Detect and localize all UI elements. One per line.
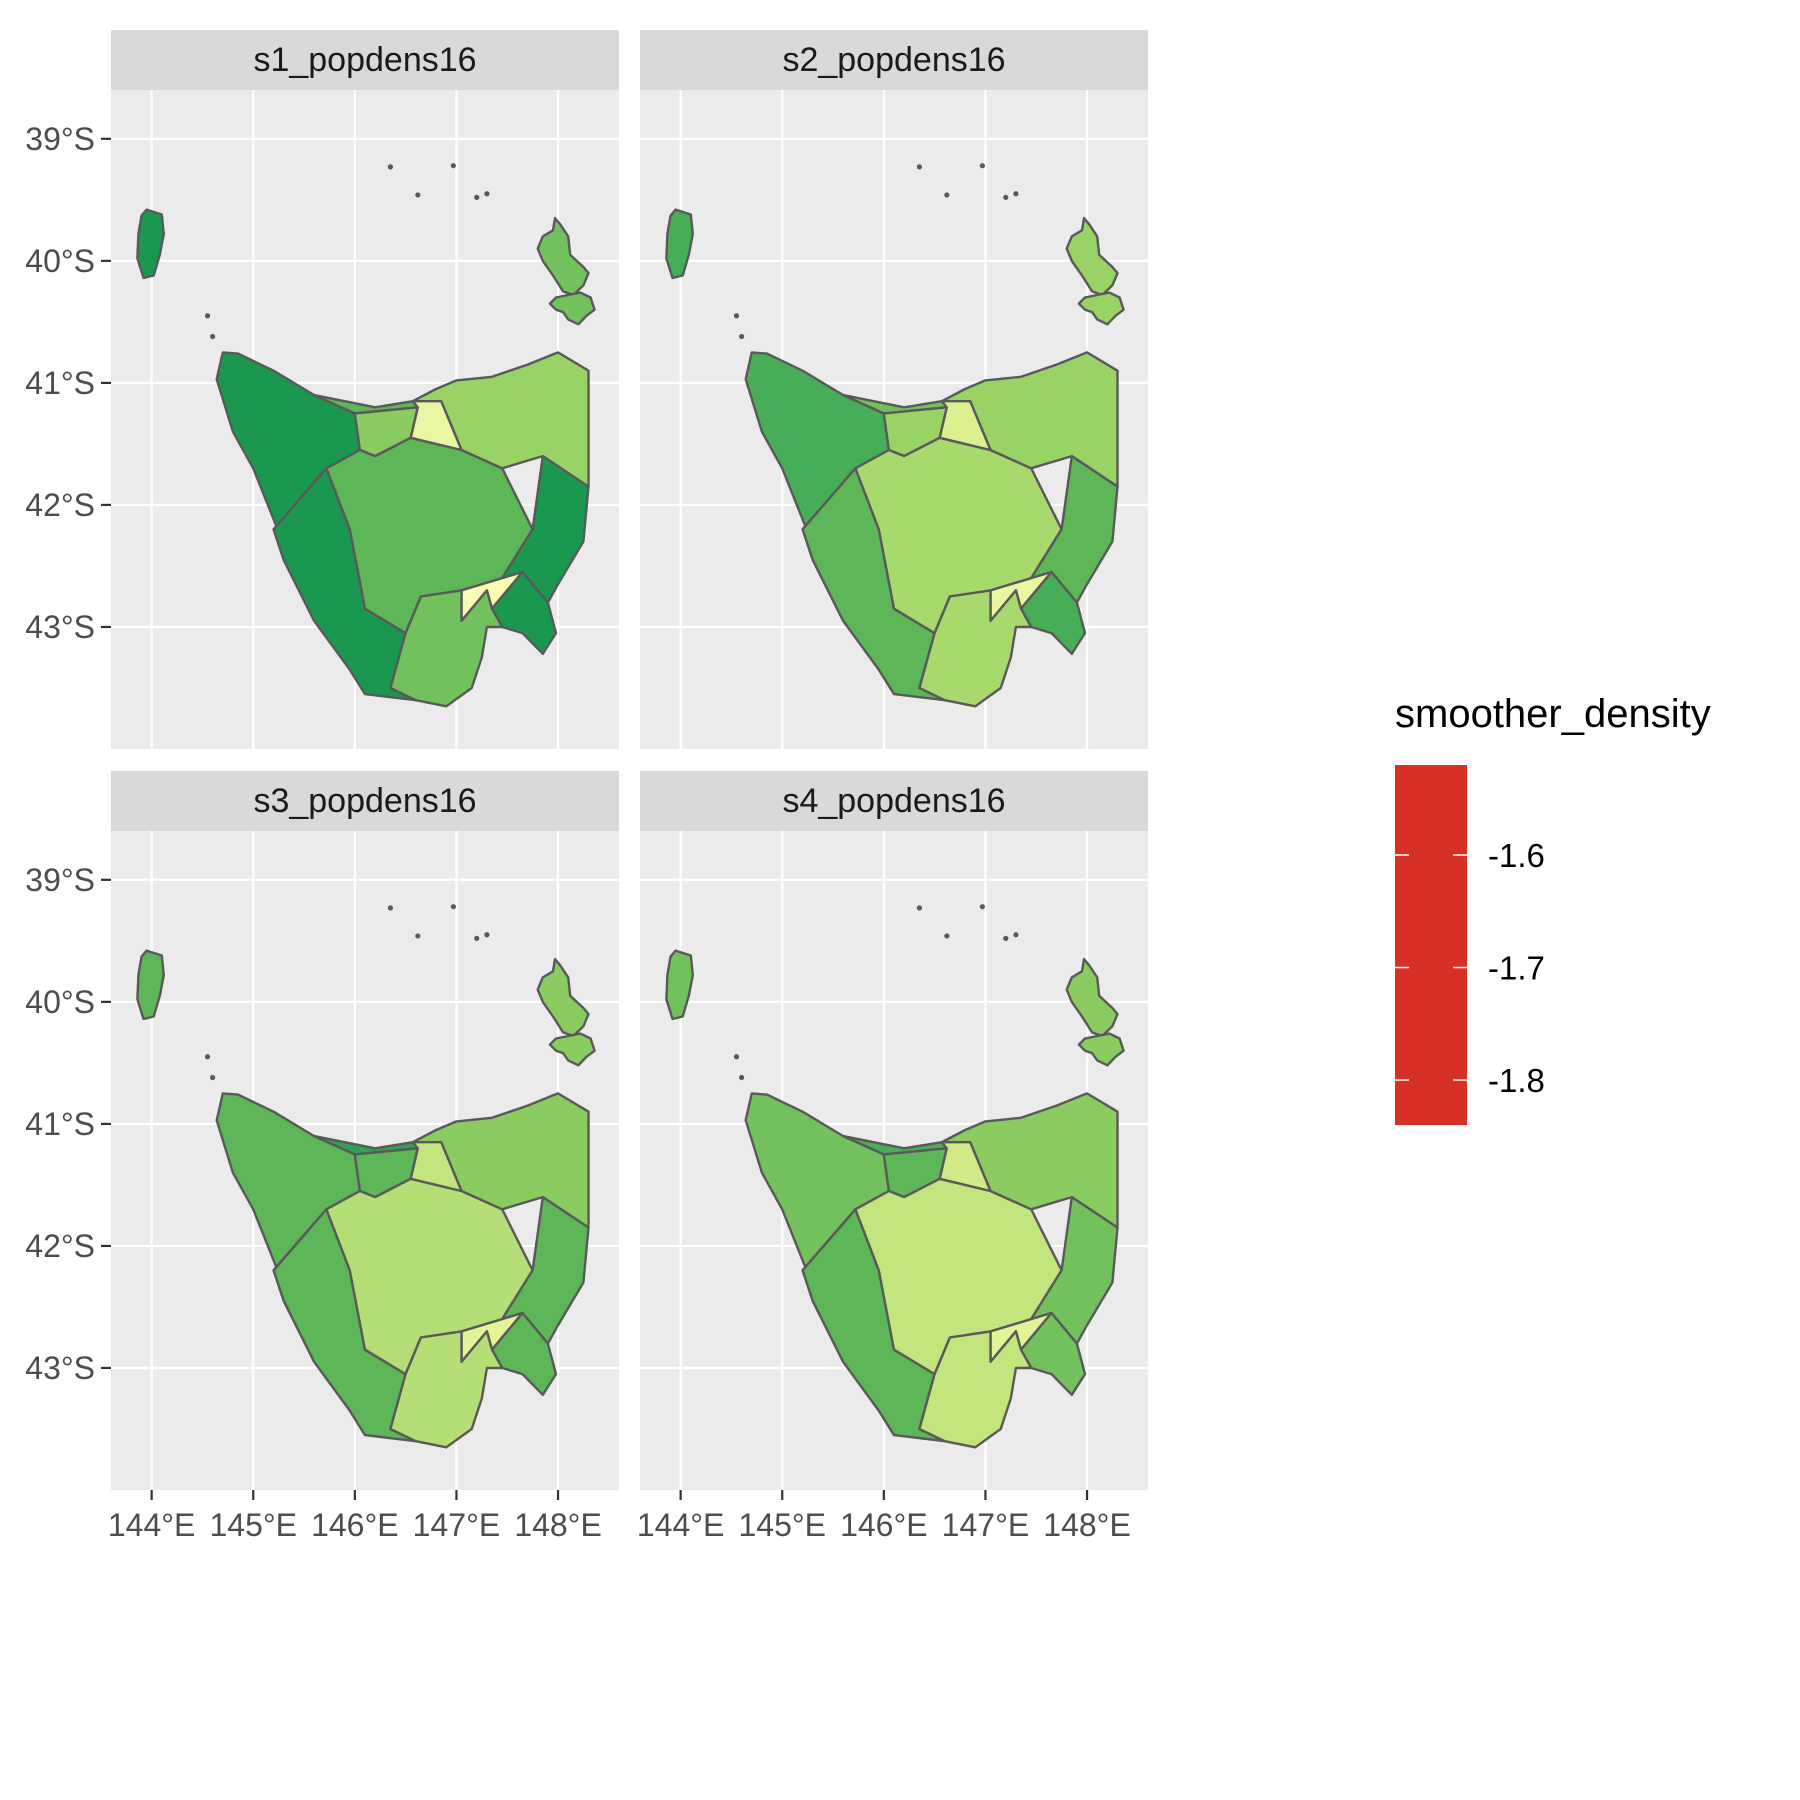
small-islet xyxy=(733,1054,740,1060)
small-islet xyxy=(415,933,421,939)
region-cape-barren-island xyxy=(1077,1032,1125,1067)
facet-panel: s1_popdens16 39°S 40°S 41°S 42°S 43°S xyxy=(25,30,619,749)
x-tick-label: 145°E xyxy=(209,1507,297,1543)
x-tick-label: 148°E xyxy=(514,1507,602,1543)
region-north-east xyxy=(940,351,1119,488)
small-islet xyxy=(739,333,745,340)
facet-strip xyxy=(640,30,1148,90)
small-islet xyxy=(204,1054,211,1060)
x-tick-label: 147°E xyxy=(413,1507,501,1543)
small-islet xyxy=(1013,932,1019,938)
y-tick-label: 39°S xyxy=(25,862,95,898)
y-tick-label: 43°S xyxy=(25,1350,95,1386)
small-islet xyxy=(474,194,480,200)
x-tick-label: 147°E xyxy=(942,1507,1030,1543)
legend: smoother_density -1.6 -1.7 -1.8 xyxy=(1395,692,1711,1125)
x-tick-label: 144°E xyxy=(637,1507,725,1543)
legend-break-label: -1.6 xyxy=(1488,837,1545,874)
small-islet xyxy=(1003,194,1009,200)
region-cape-barren-island xyxy=(548,1032,596,1067)
region-king-island xyxy=(136,208,165,280)
region-huon xyxy=(918,1330,1033,1449)
small-islet xyxy=(450,163,456,169)
small-islet xyxy=(979,904,985,910)
small-islet xyxy=(739,1074,745,1081)
region-huon xyxy=(918,589,1033,708)
y-tick-label: 41°S xyxy=(25,365,95,401)
facet-panel: s4_popdens16 144°E 145°E 146°E 147°E 148°E xyxy=(637,771,1148,1543)
region-king-island xyxy=(665,949,694,1021)
region-launceston xyxy=(938,400,992,452)
y-tick-label: 42°S xyxy=(25,487,95,523)
small-islet xyxy=(916,164,923,170)
y-tick-label: 40°S xyxy=(25,984,95,1020)
small-islet xyxy=(484,191,490,197)
small-islet xyxy=(387,905,393,911)
small-islet xyxy=(979,163,985,169)
small-islet xyxy=(916,905,923,911)
small-islet xyxy=(1003,935,1009,941)
small-islet xyxy=(450,904,456,910)
facet-label: s4_popdens16 xyxy=(782,782,1005,820)
y-tick-label: 43°S xyxy=(25,609,95,645)
region-north-east xyxy=(940,1092,1119,1229)
legend-break-label: -1.8 xyxy=(1488,1062,1545,1099)
x-tick-label: 148°E xyxy=(1043,1507,1131,1543)
region-huon xyxy=(389,1330,504,1449)
small-islet xyxy=(1013,191,1019,197)
facet-label: s1_popdens16 xyxy=(253,41,476,79)
y-tick-label: 42°S xyxy=(25,1228,95,1264)
legend-colorbar xyxy=(1395,765,1467,1125)
small-islet xyxy=(387,164,393,170)
small-islet xyxy=(415,192,421,198)
legend-break-label: -1.7 xyxy=(1488,950,1545,987)
small-islet xyxy=(210,333,216,340)
region-north-east xyxy=(411,351,590,488)
region-king-island xyxy=(665,208,694,280)
region-huon xyxy=(389,589,504,708)
region-launceston xyxy=(938,1141,992,1193)
small-islet xyxy=(944,192,950,198)
small-islet xyxy=(204,313,211,319)
legend-title: smoother_density xyxy=(1395,692,1711,736)
facet-strip xyxy=(640,771,1148,831)
facet-panels: s1_popdens16 39°S 40°S 41°S 42°S 43°S s2_popde… xyxy=(25,30,1148,1543)
region-cape-barren-island xyxy=(548,291,596,326)
small-islet xyxy=(733,313,740,319)
facet-label: s3_popdens16 xyxy=(253,782,476,820)
small-islet xyxy=(474,935,480,941)
y-tick-label: 39°S xyxy=(25,121,95,157)
region-king-island xyxy=(136,949,165,1021)
x-tick-label: 144°E xyxy=(108,1507,196,1543)
region-north-east xyxy=(411,1092,590,1229)
y-tick-label: 41°S xyxy=(25,1106,95,1142)
facet-label: s2_popdens16 xyxy=(782,41,1005,79)
facet-panel: s2_popdens16 xyxy=(640,30,1148,749)
x-tick-label: 146°E xyxy=(840,1507,928,1543)
facet-strip xyxy=(111,30,619,90)
small-islet xyxy=(944,933,950,939)
facet-strip xyxy=(111,771,619,831)
x-tick-label: 145°E xyxy=(738,1507,826,1543)
region-launceston xyxy=(409,400,463,452)
facet-panel: s3_popdens16 39°S 40°S 41°S 42°S 43°S 144°E 145… xyxy=(25,771,619,1543)
region-launceston xyxy=(409,1141,463,1193)
region-cape-barren-island xyxy=(1077,291,1125,326)
small-islet xyxy=(210,1074,216,1081)
small-islet xyxy=(484,932,490,938)
legend-ticks: -1.6 -1.7 -1.8 xyxy=(1395,837,1545,1099)
x-tick-label: 146°E xyxy=(311,1507,399,1543)
y-tick-label: 40°S xyxy=(25,243,95,279)
